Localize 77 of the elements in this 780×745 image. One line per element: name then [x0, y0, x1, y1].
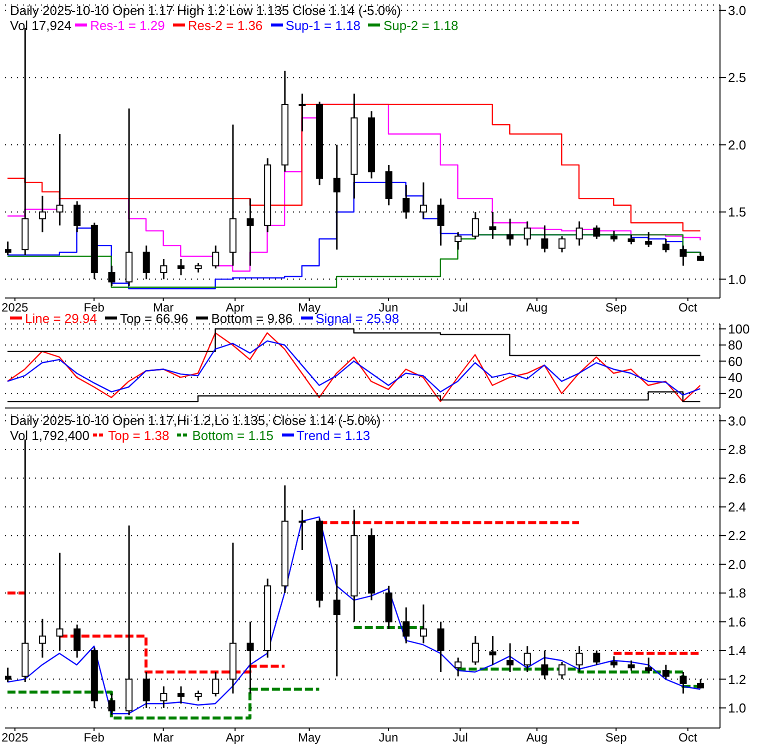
x-tick-label: Aug: [526, 300, 548, 315]
candlestick: [593, 224, 600, 240]
candlestick: [524, 220, 531, 246]
x-tick-label: Mar: [153, 730, 174, 745]
candlestick: [628, 234, 635, 245]
candlestick: [298, 92, 306, 132]
y-tick-label: 100: [728, 321, 750, 336]
x-tick-label: Oct: [678, 300, 698, 315]
y-tick-label: 1.0: [728, 272, 746, 287]
x-tick-label: Jul: [452, 730, 468, 745]
x-tick-label: Feb: [84, 730, 105, 745]
candlestick: [5, 240, 12, 256]
candlestick: [576, 220, 583, 246]
y-tick-label: 1.5: [728, 204, 746, 220]
y-tick-label: 1.6: [728, 614, 746, 630]
candlestick: [558, 235, 566, 254]
candlestick: [212, 671, 220, 698]
candlestick: [178, 686, 184, 704]
candlestick: [194, 690, 202, 702]
y-tick-label: 2.5: [728, 70, 746, 86]
candlestick: [541, 224, 548, 254]
x-tick-label: Jun: [378, 730, 398, 745]
x-tick-label: 2025: [2, 730, 29, 745]
candlestick: [610, 655, 618, 668]
candlestick: [454, 656, 462, 678]
y-tick-label: 40: [728, 370, 742, 385]
chart-title: Daily 2025-10-10 Open 1.17 High 1.2 Low 1.135 Close 1.14 (-5.0%): [10, 3, 402, 18]
y-tick-label: 3.0: [728, 2, 746, 18]
x-tick-label: Apr: [226, 730, 244, 745]
candlestick: [628, 660, 635, 672]
chart-title: Daily 2025-10-10 Open 1.17,Hi 1.2,Lo 1.135, Close 1.14 (-5.0%): [10, 413, 381, 428]
x-tick-label: Jul: [452, 300, 468, 315]
x-tick-label: Aug: [526, 730, 548, 745]
text: Vol 17,924: [10, 18, 72, 33]
y-tick-label: 2.6: [728, 470, 746, 486]
legend-label: Sup-1 = 1.18: [286, 18, 360, 33]
y-tick-label: 2.0: [728, 556, 746, 572]
y-tick-label: 1.4: [728, 643, 746, 658]
x-tick-label: Sep: [605, 300, 628, 315]
legend-label: Top = 1.38: [108, 428, 170, 443]
y-tick-label: 2.4: [728, 500, 746, 515]
candlestick: [524, 645, 531, 673]
legend-label: Res-1 = 1.29: [90, 18, 165, 33]
candlestick: [645, 231, 652, 248]
y-tick-label: 80: [728, 338, 742, 353]
y-tick-label: 2.2: [728, 528, 746, 544]
y-tick-label: 1.2: [728, 672, 746, 687]
x-tick-label: May: [298, 730, 321, 745]
y-tick-label: 2.0: [728, 137, 746, 152]
legend-label: Trend = 1.13: [296, 428, 370, 443]
candlestick: [680, 244, 687, 266]
candlestick: [610, 230, 618, 242]
legend-label: Res-2 = 1.36: [188, 18, 263, 33]
candlestick: [178, 258, 184, 276]
x-tick-label: Sep: [605, 730, 628, 745]
legend-label: Bottom = 1.15: [192, 428, 274, 443]
y-tick-label: 1.0: [728, 700, 746, 716]
candlestick: [662, 238, 670, 254]
x-tick-label: May: [298, 300, 321, 315]
y-tick-label: 2.8: [728, 442, 746, 458]
y-tick-label: 60: [728, 354, 742, 369]
candlestick: [645, 656, 652, 674]
candlestick: [212, 244, 220, 270]
candlestick: [662, 664, 670, 680]
legend-label: Sup-2 = 1.18: [383, 18, 458, 33]
text: Vol 1,792,400: [10, 428, 91, 443]
candlestick: [194, 262, 202, 274]
x-tick-label: Oct: [678, 730, 698, 745]
x-tick-label: Apr: [226, 300, 244, 315]
x-tick-label: Jun: [378, 300, 398, 315]
y-tick-label: 1.8: [728, 586, 746, 601]
y-tick-label: 3.0: [728, 413, 746, 428]
y-tick-label: 20: [728, 386, 742, 402]
candlestick: [454, 231, 462, 250]
line-series: [6, 332, 701, 402]
line-series: [6, 340, 701, 396]
candlestick: [506, 218, 514, 246]
